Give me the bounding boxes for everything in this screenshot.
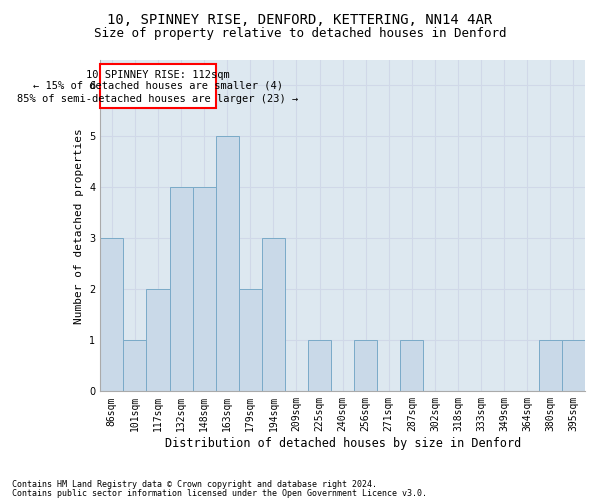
Text: Size of property relative to detached houses in Denford: Size of property relative to detached ho…: [94, 28, 506, 40]
Bar: [170, 188, 193, 392]
Bar: [193, 188, 215, 392]
Text: 10 SPINNEY RISE: 112sqm: 10 SPINNEY RISE: 112sqm: [86, 70, 230, 80]
Text: ← 15% of detached houses are smaller (4): ← 15% of detached houses are smaller (4): [33, 81, 283, 91]
Text: Contains HM Land Registry data © Crown copyright and database right 2024.: Contains HM Land Registry data © Crown c…: [12, 480, 377, 489]
Bar: [308, 340, 331, 392]
FancyBboxPatch shape: [100, 64, 215, 108]
Bar: [354, 340, 377, 392]
Y-axis label: Number of detached properties: Number of detached properties: [74, 128, 83, 324]
Bar: [146, 290, 170, 392]
Bar: [124, 340, 146, 392]
X-axis label: Distribution of detached houses by size in Denford: Distribution of detached houses by size …: [164, 437, 521, 450]
Text: 85% of semi-detached houses are larger (23) →: 85% of semi-detached houses are larger (…: [17, 94, 299, 104]
Text: 10, SPINNEY RISE, DENFORD, KETTERING, NN14 4AR: 10, SPINNEY RISE, DENFORD, KETTERING, NN…: [107, 12, 493, 26]
Bar: [215, 136, 239, 392]
Bar: [400, 340, 424, 392]
Bar: [239, 290, 262, 392]
Bar: [562, 340, 585, 392]
Bar: [100, 238, 124, 392]
Bar: [539, 340, 562, 392]
Bar: [262, 238, 285, 392]
Text: Contains public sector information licensed under the Open Government Licence v3: Contains public sector information licen…: [12, 489, 427, 498]
